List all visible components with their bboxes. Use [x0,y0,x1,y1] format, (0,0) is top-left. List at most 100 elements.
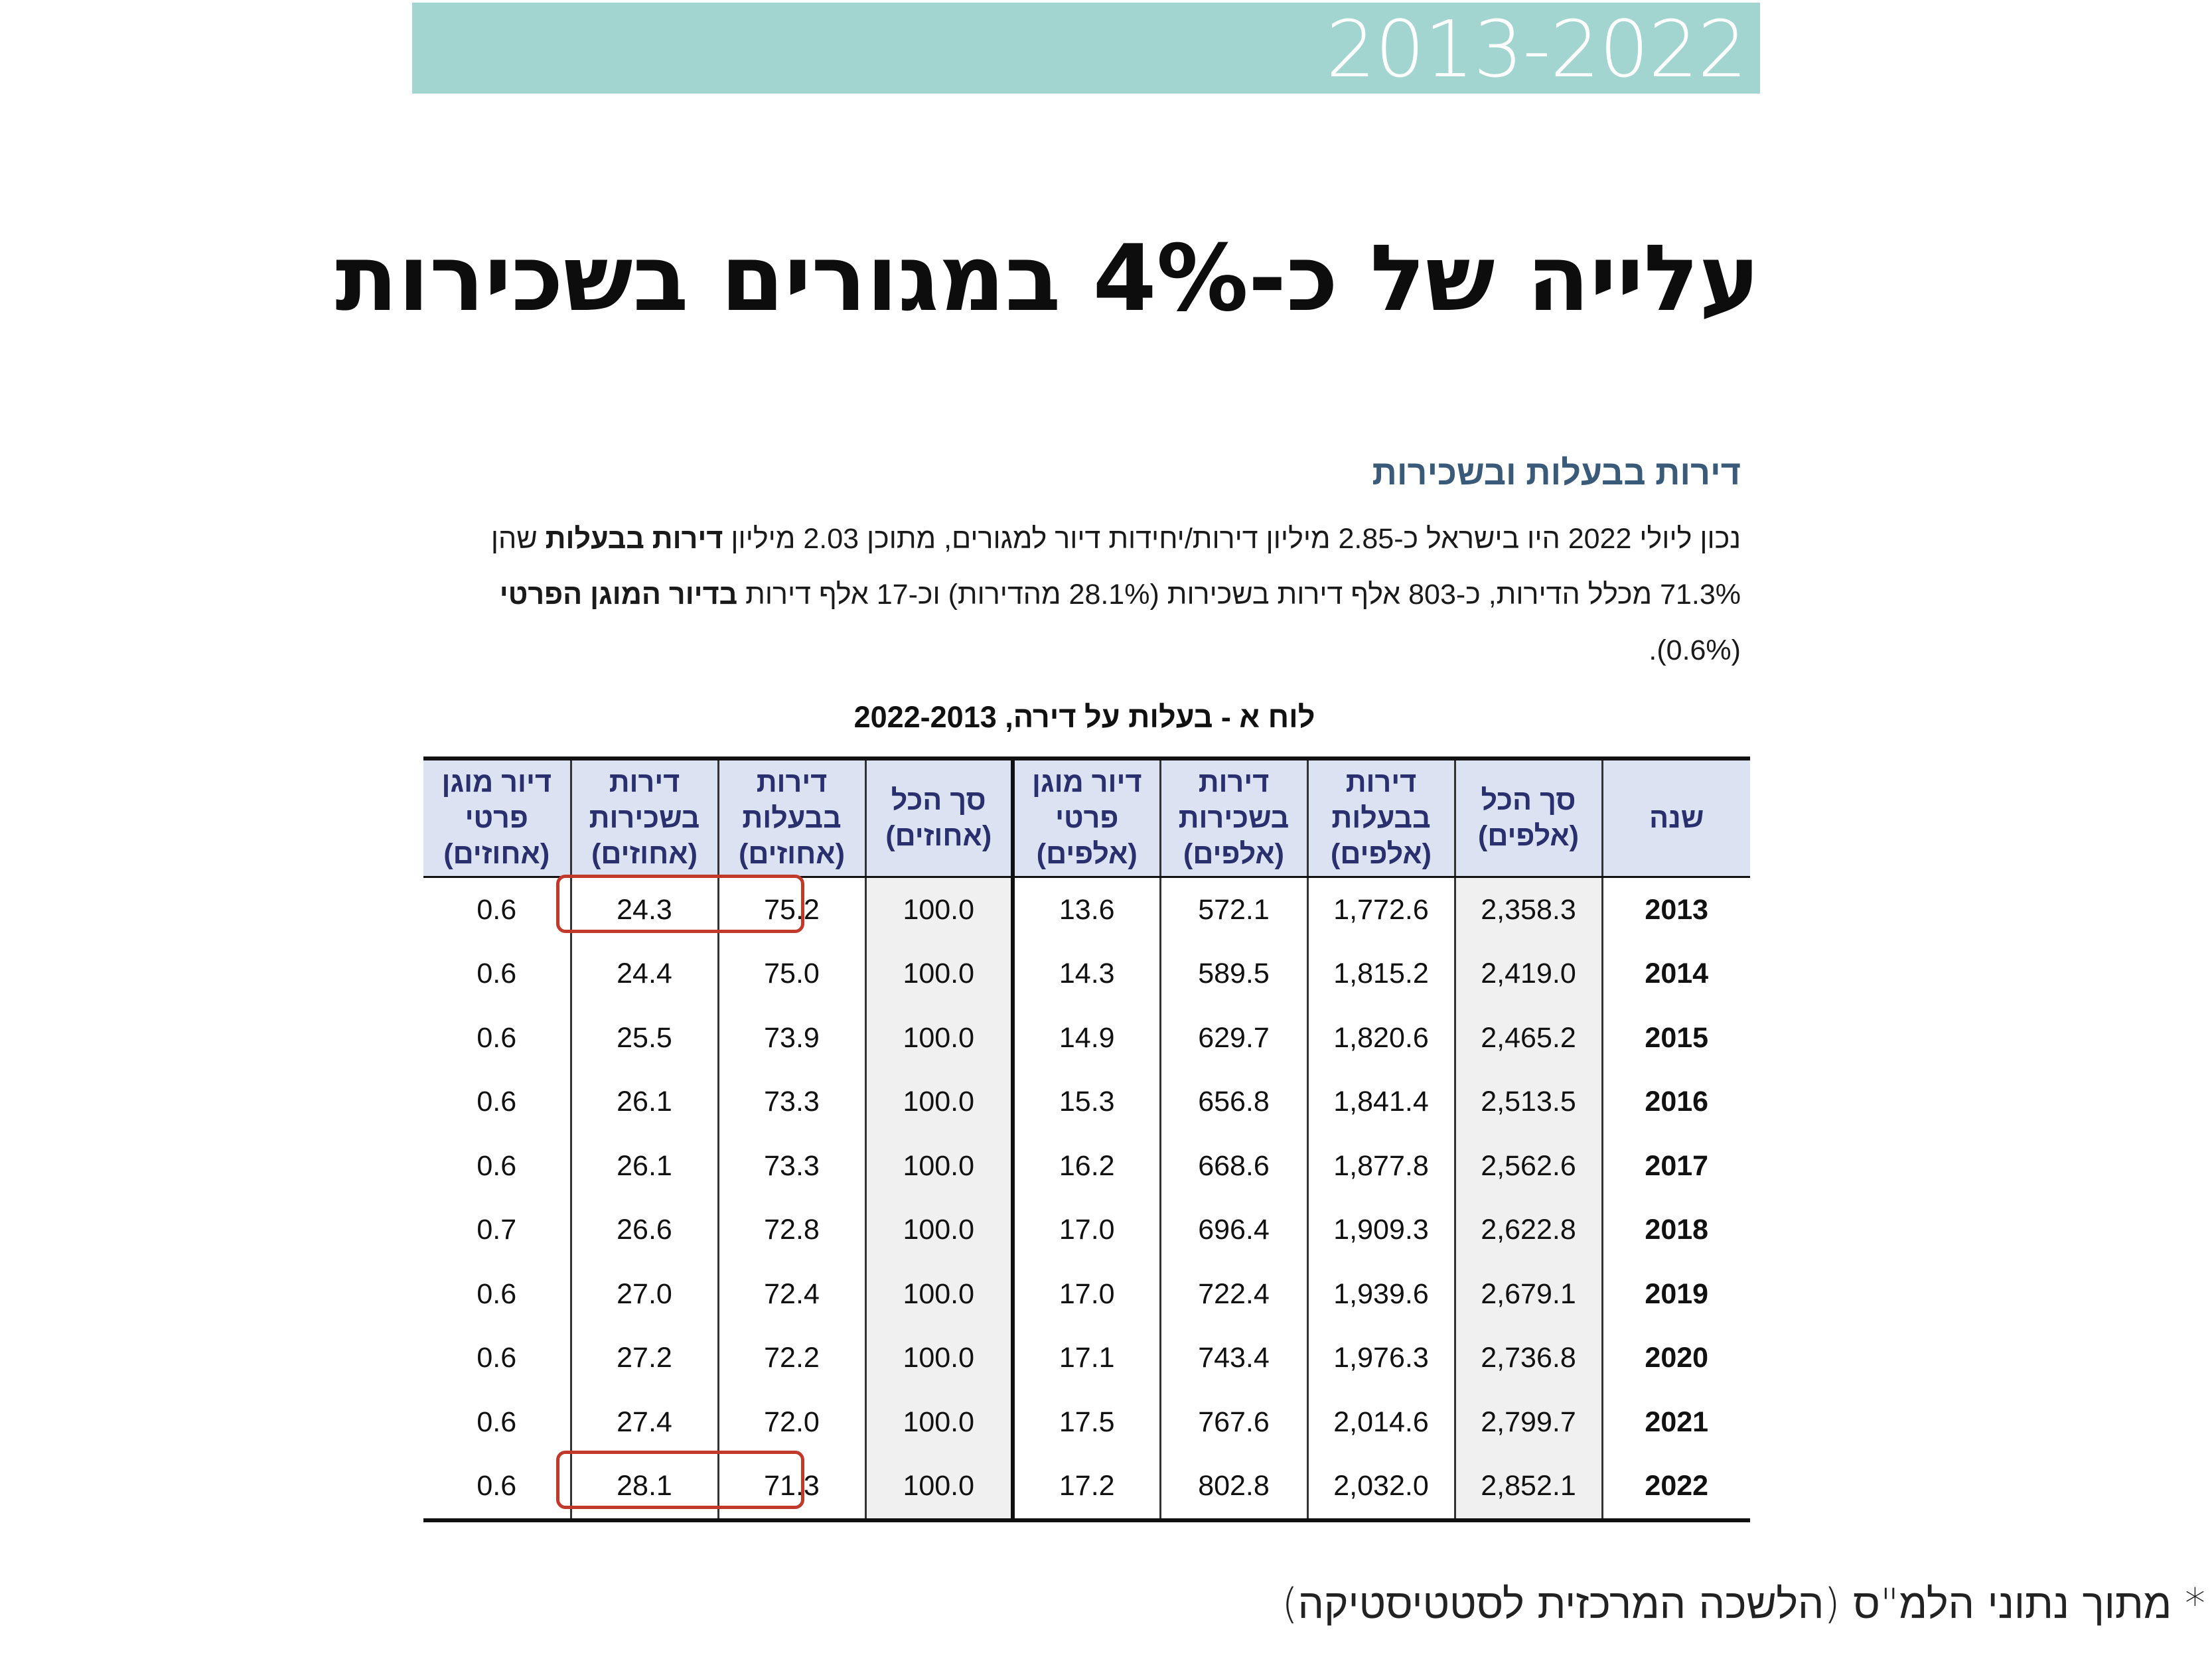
header-owned-percent: דירות בבעלות (אחוזים) [717,757,865,878]
cell-total-percent: 100.0 [864,1198,1013,1262]
highlight-2022-percent [556,1451,804,1509]
para-bold-1: דירות בבעלות [545,523,723,555]
cell-owned-thousands: 2,014.6 [1306,1390,1455,1455]
cell-total-percent: 100.0 [864,877,1013,942]
cell-year: 2020 [1601,1326,1750,1390]
cell-year: 2015 [1601,1006,1750,1070]
table-row: 2016 2,513.5 1,841.4 656.8 15.3 100.0 73.3 26.1… [423,1070,1750,1134]
cell-rented-thousands: 696.4 [1159,1198,1307,1262]
header-total-thousands: סך הכל (אלפים) [1453,757,1602,878]
cell-total-percent: 100.0 [864,1454,1013,1522]
cell-assisted-percent: 0.6 [477,1149,517,1182]
cell-owned-thousands: 1,939.6 [1306,1262,1455,1327]
cell-assisted-thousands: 17.5 [1011,1390,1160,1455]
section-title: דירות בבעלות ובשכירות [1372,454,1741,492]
cell-assisted-percent: 0.7 [477,1214,517,1246]
header-total-percent: סך הכל (אחוזים) [864,757,1013,878]
year-range-text: 2013-2022 [1325,3,1747,95]
cell-rented-percent: 25.5 [569,1006,718,1070]
cell-assisted-thousands: 17.0 [1011,1198,1160,1262]
cell-rented-percent: 26.1 [569,1134,718,1198]
table-header-row: שנה סך הכל (אלפים) דירות בבעלות (אלפים) … [423,757,1750,878]
page-headline: עלייה של כ-4% במגורים בשכירות [335,225,1760,332]
ownership-table: שנה סך הכל (אלפים) דירות בבעלות (אלפים) … [423,757,1750,1522]
para-text-2: שהן 71.3% מכלל הדירות, כ-803 אלף דירות ב… [490,523,1741,611]
cell-owned-percent: 73.9 [717,1006,865,1070]
cell-total-percent: 100.0 [864,1134,1013,1198]
header-rented-thousands: דירות בשכירות (אלפים) [1159,757,1307,878]
cell-year: 2022 [1601,1454,1750,1522]
cell-total-percent: 100.0 [864,1006,1013,1070]
cell-rented-thousands: 656.8 [1159,1070,1307,1134]
cell-owned-thousands: 1,772.6 [1306,877,1455,942]
cell-rented-thousands: 767.6 [1159,1390,1307,1455]
cell-owned-percent: 72.8 [717,1198,865,1262]
cell-rented-thousands: 589.5 [1159,942,1307,1006]
header-assisted-thousands: דיור מוגן פרטי (אלפים) [1011,757,1160,878]
cell-assisted-percent: 0.6 [477,1086,517,1118]
cell-rented-percent: 27.4 [569,1390,718,1455]
cell-assisted-thousands: 17.1 [1011,1326,1160,1390]
cell-total-thousands: 2,622.8 [1453,1198,1602,1262]
cell-owned-percent: 72.4 [717,1262,865,1327]
table-row: 2018 2,622.8 1,909.3 696.4 17.0 100.0 72.8 26.6… [423,1198,1750,1262]
cell-rented-thousands: 802.8 [1159,1454,1307,1522]
cell-total-percent: 100.0 [864,1070,1013,1134]
intro-paragraph: נכון ליולי 2022 היו בישראל כ-2.85 מיליון… [428,511,1741,678]
cell-total-thousands: 2,679.1 [1453,1262,1602,1327]
table-row: 2022 2,852.1 2,032.0 802.8 17.2 100.0 71.3 28.1… [423,1454,1750,1522]
cell-assisted-thousands: 16.2 [1011,1134,1160,1198]
cell-owned-thousands: 1,841.4 [1306,1070,1455,1134]
cell-year: 2017 [1601,1134,1750,1198]
cell-owned-percent: 72.2 [717,1326,865,1390]
cell-owned-thousands: 2,032.0 [1306,1454,1455,1522]
cell-owned-percent: 75.0 [717,942,865,1006]
cell-total-thousands: 2,419.0 [1453,942,1602,1006]
cell-owned-percent: 73.3 [717,1070,865,1134]
cell-assisted-percent: 0.6 [477,893,517,926]
cell-year: 2014 [1601,942,1750,1006]
cell-assisted-thousands: 15.3 [1011,1070,1160,1134]
cell-assisted-thousands: 17.0 [1011,1262,1160,1327]
cell-owned-thousands: 1,815.2 [1306,942,1455,1006]
table-row: 2015 2,465.2 1,820.6 629.7 14.9 100.0 73.9 25.5… [423,1006,1750,1070]
cell-total-thousands: 2,852.1 [1453,1454,1602,1522]
cell-rented-thousands: 572.1 [1159,877,1307,942]
cell-rented-percent: 26.1 [569,1070,718,1134]
header-owned-thousands: דירות בבעלות (אלפים) [1306,757,1455,878]
table-row: 2019 2,679.1 1,939.6 722.4 17.0 100.0 72.4 27.0… [423,1262,1750,1327]
highlight-2013-percent [556,875,804,933]
para-text-3: (0.6%). [1649,634,1741,666]
cell-rented-percent: 27.0 [569,1262,718,1327]
cell-total-thousands: 2,465.2 [1453,1006,1602,1070]
table-row: 2021 2,799.7 2,014.6 767.6 17.5 100.0 72.0 27.4… [423,1390,1750,1455]
cell-assisted-percent: 0.6 [477,1342,517,1374]
cell-total-thousands: 2,513.5 [1453,1070,1602,1134]
cell-rented-thousands: 668.6 [1159,1134,1307,1198]
cell-rented-percent: 27.2 [569,1326,718,1390]
table-row: 2020 2,736.8 1,976.3 743.4 17.1 100.0 72.2 27.2… [423,1326,1750,1390]
cell-owned-thousands: 1,820.6 [1306,1006,1455,1070]
cell-owned-thousands: 1,877.8 [1306,1134,1455,1198]
cell-rented-percent: 24.4 [569,942,718,1006]
cell-rented-thousands: 722.4 [1159,1262,1307,1327]
header-assisted-percent: דיור מוגן פרטי (אחוזים) [423,757,571,878]
cell-assisted-percent: 0.6 [423,1454,571,1522]
para-bold-2: בדיור המוגן הפרטי [499,579,738,611]
cell-assisted-percent: 0.6 [477,1021,517,1054]
cell-owned-thousands: 1,909.3 [1306,1198,1455,1262]
cell-year: 2018 [1601,1198,1750,1262]
cell-year: 2016 [1601,1070,1750,1134]
cell-rented-thousands: 743.4 [1159,1326,1307,1390]
table-caption: לוח א - בעלות על דירה, 2022-2013 [853,700,1315,734]
para-text-1: נכון ליולי 2022 היו בישראל כ-2.85 מיליון… [723,523,1741,555]
cell-total-percent: 100.0 [864,942,1013,1006]
cell-assisted-thousands: 13.6 [1011,877,1160,942]
cell-assisted-thousands: 14.3 [1011,942,1160,1006]
cell-owned-percent: 73.3 [717,1134,865,1198]
cell-owned-percent: 72.0 [717,1390,865,1455]
cell-year: 2019 [1601,1262,1750,1327]
cell-total-percent: 100.0 [864,1326,1013,1390]
cell-year: 2021 [1601,1390,1750,1455]
table-row: 2017 2,562.6 1,877.8 668.6 16.2 100.0 73.3 26.1… [423,1134,1750,1198]
